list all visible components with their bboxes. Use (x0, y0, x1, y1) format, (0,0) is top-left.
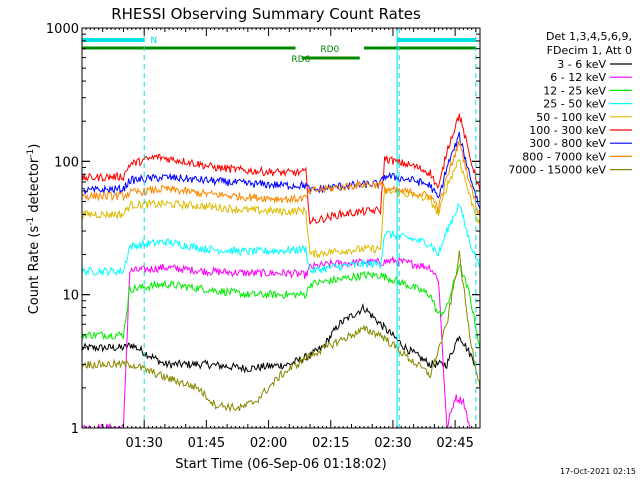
y-tick-label: 100 (54, 155, 79, 170)
plot-area: N RD0 RD6 (82, 28, 480, 428)
x-tick-label: 02:15 (312, 436, 349, 451)
legend-entry-label: 800 - 7000 keV (522, 150, 606, 163)
legend-entry-label: 100 - 300 keV (529, 124, 606, 137)
axes: 1 10 100 1000 01:30 01:45 02:00 02:15 02:30 02:45 (46, 22, 480, 451)
x-tick-label: 01:45 (188, 436, 225, 451)
x-tick-label: 02:00 (250, 436, 287, 451)
series-line-2 (82, 264, 480, 348)
x-axis-label: Start Time (06-Sep-06 01:18:02) (175, 457, 386, 472)
legend: Det 1,3,4,5,6,9,FDecim 1, Att 03 - 6 keV… (508, 30, 632, 177)
flag-label-rd0: RD0 (320, 45, 339, 55)
chart-title: RHESSI Observing Summary Count Rates (111, 5, 421, 23)
x-tick-label: 01:30 (125, 436, 162, 451)
legend-entry-label: 25 - 50 keV (543, 98, 606, 111)
y-tick-label: 1000 (46, 22, 79, 37)
legend-entry-label: 7000 - 15000 keV (508, 164, 606, 177)
x-tick-label: 02:30 (374, 436, 411, 451)
flag-label-n: N (150, 36, 157, 46)
legend-entry-label: 3 - 6 keV (557, 58, 606, 71)
legend-header: Det 1,3,4,5,6,9, (546, 30, 632, 43)
flag-label-rd6: RD6 (291, 55, 310, 65)
legend-entry-label: 50 - 100 keV (536, 111, 606, 124)
y-tick-label: 1 (71, 422, 79, 437)
series-line-1 (82, 257, 470, 428)
y-axis-label: Count Rate (s-1 detector-1) (26, 144, 42, 315)
timestamp: 17-Oct-2021 02:15 (560, 467, 636, 476)
legend-entry-label: 12 - 25 keV (543, 84, 606, 97)
legend-entry-label: 300 - 800 keV (529, 137, 606, 150)
legend-header: FDecim 1, Att 0 (547, 44, 632, 57)
series-line-0 (82, 305, 476, 372)
legend-entry-label: 6 - 12 keV (550, 71, 606, 84)
x-tick-label: 02:45 (436, 436, 473, 451)
y-tick-label: 10 (62, 289, 79, 304)
